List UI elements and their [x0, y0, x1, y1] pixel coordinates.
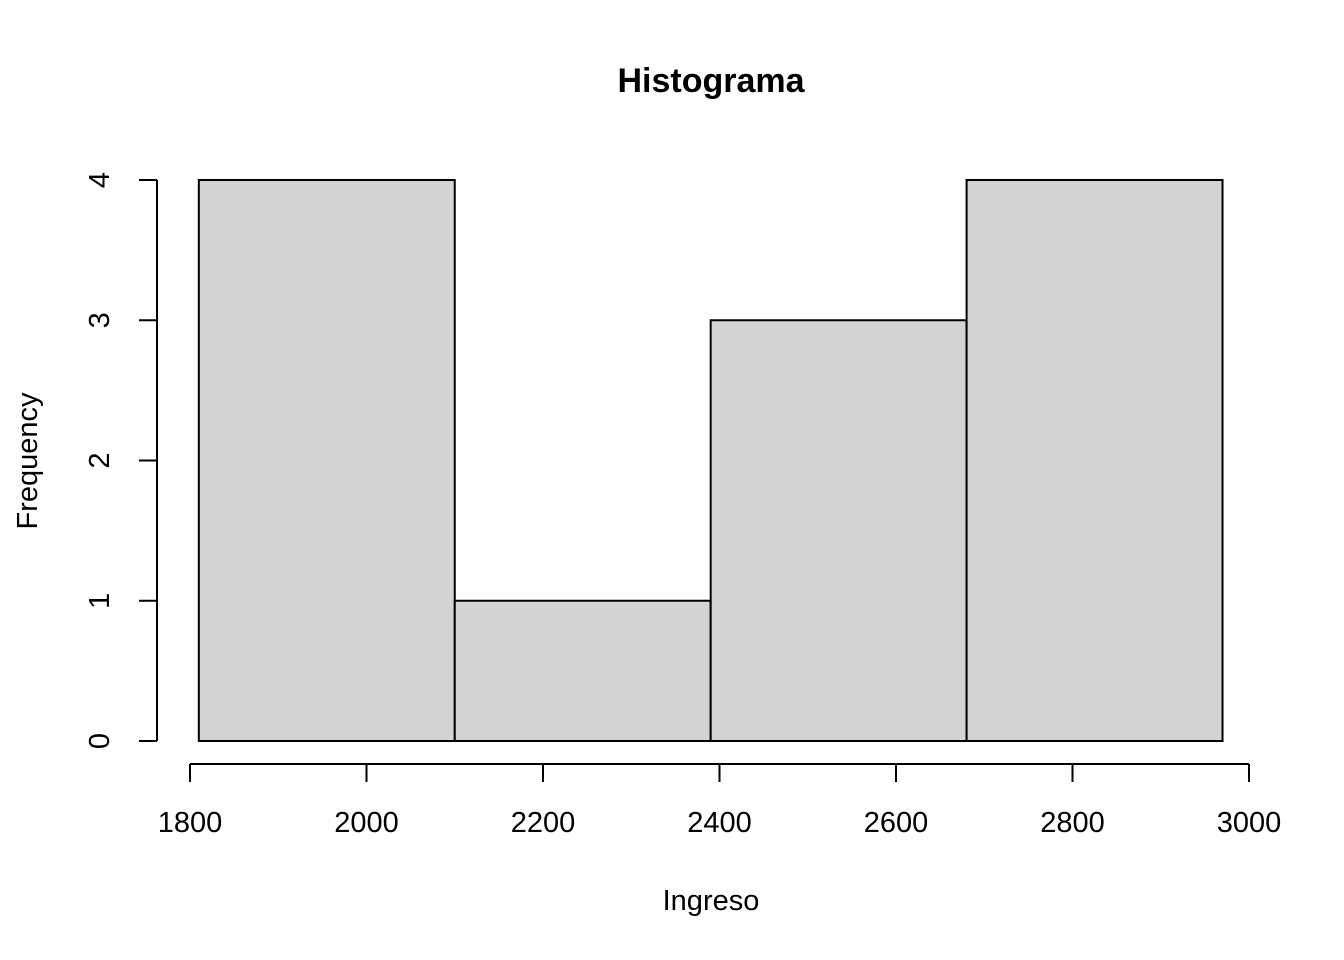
y-tick-label: 1: [84, 593, 116, 609]
histogram-bar: [709, 319, 968, 742]
x-tick-label: 1800: [158, 807, 223, 839]
x-tick-label: 2600: [864, 807, 929, 839]
bars-group: [197, 179, 1224, 742]
x-axis: 1800 2000 2200 2400 2600 2800 3000: [158, 763, 1282, 839]
x-tick-label: 2400: [687, 807, 752, 839]
x-tick-label: 2800: [1040, 807, 1105, 839]
x-tick-label: 3000: [1217, 807, 1282, 839]
x-tick-label: 2200: [511, 807, 576, 839]
y-tick-label: 4: [84, 172, 116, 188]
y-tick-label: 3: [84, 312, 116, 328]
y-axis-title: Frequency: [12, 392, 44, 530]
histogram-bar: [965, 179, 1224, 742]
chart-title: Histograma: [617, 62, 805, 100]
x-axis-title: Ingreso: [663, 885, 760, 917]
y-tick-label: 2: [84, 452, 116, 468]
histogram-bar: [197, 179, 456, 742]
histogram-bar: [453, 599, 712, 742]
y-axis: 0 1 2 3 4: [84, 172, 158, 749]
x-tick-label: 2000: [334, 807, 399, 839]
y-tick-label: 0: [84, 733, 116, 749]
